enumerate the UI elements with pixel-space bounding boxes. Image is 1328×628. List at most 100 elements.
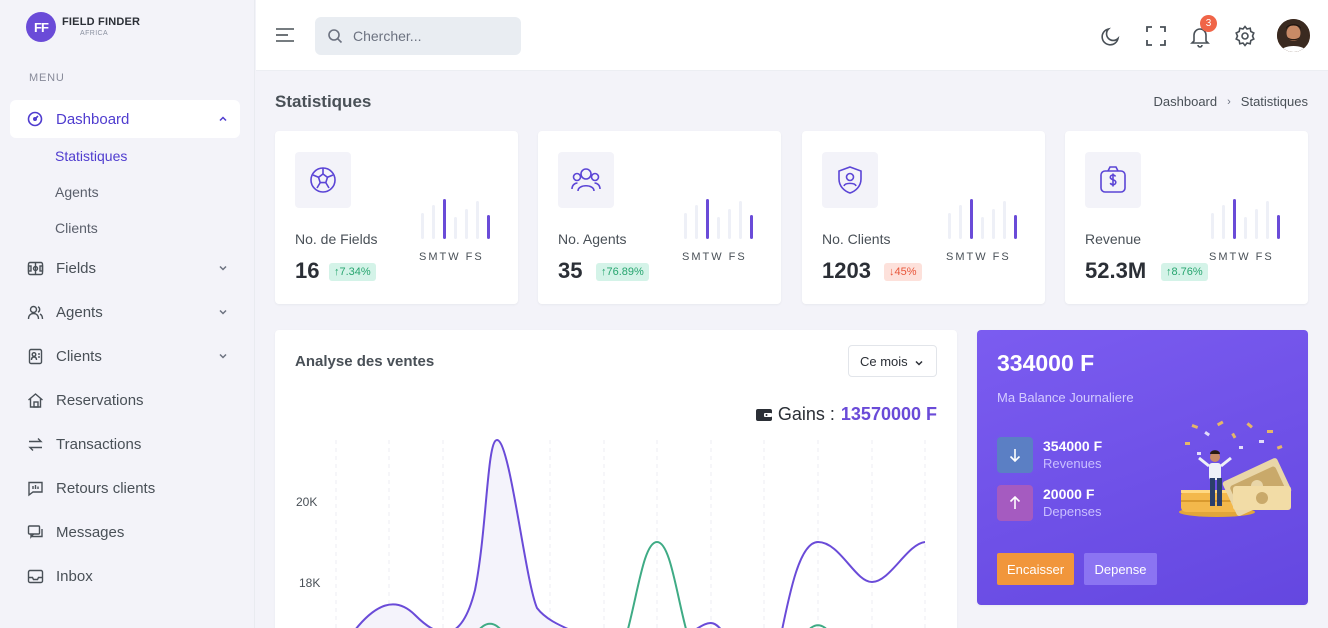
weekly-sparkline [684, 199, 753, 239]
sidebar-item-clients[interactable]: Clients [10, 334, 240, 378]
trend-value: 45% [894, 266, 917, 278]
revenue-label: Revenues [1043, 455, 1102, 471]
agents-icon [26, 303, 44, 321]
chart-series-2-line [809, 624, 827, 628]
chart-series-1-line [696, 622, 721, 628]
avatar[interactable] [1277, 19, 1310, 52]
chevron-down-icon [219, 353, 227, 359]
page-title: Statistiques [275, 92, 372, 111]
breadcrumb: Dashboard › Statistiques [1154, 94, 1308, 109]
dashboard-icon [26, 110, 44, 128]
stat-card-fields: SMTW FS No. de Fields 16 ↑ 7.34% [275, 131, 518, 304]
sidebar-item-transactions[interactable]: Transactions [10, 422, 240, 466]
chart-series-1-line [781, 540, 926, 628]
stat-value: 35 [558, 258, 583, 283]
sidebar-nav: Dashboard Statistiques Agents Clients Fi… [10, 100, 240, 598]
sidebar-item-dashboard[interactable]: Dashboard [10, 100, 240, 138]
notification-badge: 3 [1200, 15, 1217, 32]
brand-name: FIELD FINDER [62, 16, 141, 28]
trend-value: 7.34% [339, 266, 371, 278]
dark-mode-moon-icon[interactable] [1099, 24, 1123, 48]
submenu-item-clients[interactable]: Clients [55, 220, 98, 236]
gains-value: 13570000 F [840, 404, 937, 424]
stat-value: 1203 [822, 258, 871, 283]
inbox-icon [26, 567, 44, 585]
arrow-up-icon: ↑ [334, 266, 340, 278]
sidebar-item-label: Dashboard [56, 110, 130, 128]
stat-value: 16 [295, 258, 320, 283]
arrow-up-icon: ↑ [1166, 266, 1172, 278]
weekly-sparkline [948, 199, 1017, 239]
chart-series-1-area [356, 440, 563, 628]
agents-group-icon [558, 152, 614, 208]
search-icon [328, 29, 343, 44]
sales-title: Analyse des ventes [295, 353, 435, 370]
weekly-sparkline [421, 199, 490, 239]
trend-badge-down: ↓ 45% [884, 263, 922, 281]
weekly-sparkline [1211, 199, 1280, 239]
sidebar-item-label: Retours clients [56, 479, 156, 497]
fullscreen-icon[interactable] [1144, 24, 1168, 48]
stat-label: No. Clients [822, 231, 891, 247]
chart-series-2-line [627, 540, 687, 628]
chart-gridlines [335, 440, 926, 628]
stat-label: No. Agents [558, 231, 627, 247]
hamburger-menu-icon[interactable] [276, 27, 294, 43]
sidebar-item-inbox[interactable]: Inbox [10, 554, 240, 598]
sidebar-item-agents[interactable]: Agents [10, 290, 240, 334]
breadcrumb-item-dashboard[interactable]: Dashboard [1153, 94, 1218, 109]
chevron-up-icon [219, 116, 227, 122]
submenu-item-agents[interactable]: Agents [55, 184, 99, 200]
wallet-icon [755, 408, 772, 421]
shield-user-icon [822, 152, 878, 208]
stat-label: No. de Fields [295, 231, 378, 247]
sidebar-item-feedback[interactable]: Retours clients [10, 466, 240, 510]
gains-summary: Gains : 13570000 F [755, 404, 937, 425]
expense-value: 20000 F [1043, 486, 1095, 503]
chart-series-2-line [479, 622, 501, 628]
brand-logo-icon: FF [26, 12, 56, 42]
revenue-value: 354000 F [1043, 438, 1103, 455]
balance-amount: 334000 F [997, 350, 1095, 376]
expense-label: Depenses [1043, 503, 1102, 519]
clients-icon [26, 347, 44, 365]
trend-badge-up: ↑ 76.89% [596, 263, 649, 281]
sparkline-day-labels: SMTW FS [1209, 251, 1274, 263]
sidebar-item-label: Clients [56, 347, 102, 365]
stat-value: 52.3M [1085, 258, 1147, 283]
brand-sub: AFRICA [80, 30, 109, 37]
sidebar: FF FIELD FINDER AFRICA MENU Dashboard St… [0, 0, 255, 628]
arrow-down-icon [997, 437, 1033, 473]
sidebar-item-fields[interactable]: Fields [10, 246, 240, 290]
breadcrumb-chevron-icon: › [1227, 95, 1231, 108]
encaisser-button[interactable]: Encaisser [997, 553, 1074, 585]
revenue-row: 354000 F Revenues [997, 437, 1102, 473]
sparkline-day-labels: SMTW FS [682, 251, 747, 263]
chart-series-1-line [355, 438, 569, 628]
balance-subtitle: Ma Balance Journaliere [997, 390, 1134, 405]
trend-value: 8.76% [1171, 266, 1203, 278]
sidebar-item-label: Reservations [56, 391, 144, 409]
trend-badge-up: ↑ 7.34% [329, 263, 376, 281]
sales-line-chart: 20K 18K [296, 438, 926, 628]
stat-card-clients: SMTW FS No. Clients 1203 ↓ 45% [802, 131, 1045, 304]
gear-icon[interactable] [1233, 24, 1257, 48]
search-input[interactable] [353, 28, 503, 44]
submenu-item-statistiques[interactable]: Statistiques [55, 148, 128, 164]
arrow-up-icon: ↑ [601, 266, 607, 278]
period-select[interactable]: Ce mois [848, 345, 937, 377]
sidebar-item-label: Messages [56, 523, 125, 541]
gains-label: Gains : [777, 404, 835, 424]
depense-button[interactable]: Depense [1084, 553, 1157, 585]
brand[interactable]: FF FIELD FINDER AFRICA [26, 12, 140, 42]
stat-card-revenue: SMTW FS Revenue 52.3M ↑ 8.76% [1065, 131, 1308, 304]
sidebar-item-reservations[interactable]: Reservations [10, 378, 240, 422]
expense-row: 20000 F Depenses [997, 485, 1102, 521]
arrow-up-icon [997, 485, 1033, 521]
sparkline-day-labels: SMTW FS [946, 251, 1011, 263]
stat-label: Revenue [1085, 231, 1142, 247]
topbar: 3 [256, 0, 1328, 71]
y-tick-label: 18K [299, 576, 320, 590]
sidebar-item-messages[interactable]: Messages [10, 510, 240, 554]
fields-icon [26, 259, 44, 277]
